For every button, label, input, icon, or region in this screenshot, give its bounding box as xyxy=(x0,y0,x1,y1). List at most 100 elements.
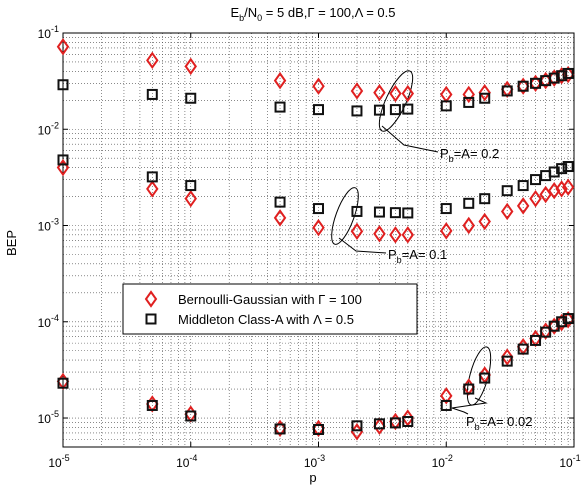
data-point-square xyxy=(440,100,452,112)
data-point-square xyxy=(556,70,568,82)
legend-label: Middleton Class-A with Λ = 0.5 xyxy=(178,312,354,327)
title-rest1: /N xyxy=(244,5,257,20)
annotation-leader-line xyxy=(381,125,439,153)
annotation-rest: =A= 0.2 xyxy=(454,146,500,161)
data-point-diamond xyxy=(273,209,287,227)
y-tick-exp: -5 xyxy=(51,409,59,419)
data-point-square xyxy=(501,85,513,97)
data-point-diamond xyxy=(401,226,415,244)
y-tick-label: 10-2 xyxy=(38,120,59,137)
data-point-square xyxy=(146,171,158,183)
data-point-diamond xyxy=(539,185,552,204)
y-tick-exp: -3 xyxy=(51,217,59,227)
axis-ticks: 10-5 10-4 10-3 10-2 10-110-510-410-310-210-1 xyxy=(38,24,581,470)
x-tick-base: 10 xyxy=(432,456,446,470)
data-point-diamond xyxy=(555,313,568,332)
data-point-square xyxy=(463,383,475,395)
data-point-square xyxy=(440,203,452,215)
data-point-diamond xyxy=(462,85,475,104)
data-point-square xyxy=(501,185,513,197)
legend-marker-square xyxy=(145,313,157,325)
data-point-square xyxy=(274,101,286,113)
data-point-square xyxy=(463,96,475,108)
data-point-square xyxy=(402,416,414,428)
data-point-diamond xyxy=(184,189,197,208)
data-point-square xyxy=(351,205,363,217)
x-tick-base: 10 xyxy=(304,456,318,470)
data-point-square xyxy=(57,377,69,389)
data-point-square xyxy=(402,103,414,115)
data-point-square xyxy=(389,417,401,429)
x-tick-exp: -2 xyxy=(445,453,453,463)
y-tick-label: 10-4 xyxy=(38,313,59,330)
series-square xyxy=(57,67,574,435)
data-point-square xyxy=(517,80,529,92)
x-tick-label: 10-3 xyxy=(304,453,325,470)
y-tick-base: 10 xyxy=(38,412,52,426)
y-tick-base: 10 xyxy=(38,316,52,330)
data-point-diamond xyxy=(500,348,514,366)
data-point-square xyxy=(402,207,414,219)
data-point-square xyxy=(373,206,385,218)
data-point-square xyxy=(389,104,401,116)
data-point-diamond xyxy=(146,51,159,70)
data-point-diamond xyxy=(516,197,530,215)
y-tick-exp: -4 xyxy=(51,313,59,323)
data-point-diamond xyxy=(389,84,402,103)
data-point-diamond xyxy=(462,216,475,235)
data-point-square xyxy=(479,92,491,104)
annotation-rest: =A= 0.1 xyxy=(402,247,448,262)
data-point-square xyxy=(530,174,542,186)
data-point-diamond xyxy=(516,77,530,95)
data-point-square xyxy=(373,418,385,430)
data-point-square xyxy=(351,420,363,432)
annotation-base: P xyxy=(388,247,397,262)
data-point-square xyxy=(185,180,197,192)
annotation-base: P xyxy=(440,146,449,161)
data-point-square xyxy=(562,313,574,325)
annotations: Pb=A= 0.2Pb=A= 0.1Pb=A= 0.02 xyxy=(331,70,532,432)
data-point-diamond xyxy=(146,180,159,198)
data-point-square xyxy=(517,343,529,355)
x-tick-exp: -1 xyxy=(573,453,581,463)
data-point-diamond xyxy=(561,178,575,196)
data-point-diamond xyxy=(350,82,364,100)
x-tick-label: 10-5 xyxy=(48,453,69,470)
legend: Bernoulli-Gaussian with Γ = 100 Middleton… xyxy=(122,283,418,335)
data-point-diamond xyxy=(478,212,491,231)
y-tick-base: 10 xyxy=(38,220,52,234)
data-point-diamond xyxy=(312,77,325,95)
data-point-diamond xyxy=(500,202,514,221)
data-point-square xyxy=(501,355,513,367)
annotation-sub: b xyxy=(449,154,454,164)
data-point-square xyxy=(313,423,324,435)
data-point-square xyxy=(185,410,197,422)
data-point-diamond xyxy=(373,417,386,436)
annotation-base: P xyxy=(466,414,475,429)
annotation-leader-line xyxy=(451,397,488,415)
x-axis-label: p xyxy=(309,470,316,485)
data-point-diamond xyxy=(273,419,287,438)
data-points xyxy=(56,38,575,441)
data-point-diamond xyxy=(373,83,386,102)
x-tick-exp: -4 xyxy=(189,453,197,463)
data-point-square xyxy=(274,423,286,435)
data-point-square xyxy=(556,316,568,328)
data-point-square xyxy=(463,197,475,209)
data-point-square xyxy=(373,104,385,116)
x-tick-base: 10 xyxy=(176,456,190,470)
data-point-square xyxy=(479,193,491,205)
data-point-diamond xyxy=(350,222,364,241)
title-rest2: = 5 dB,Γ = 100,Λ = 0.5 xyxy=(262,5,395,20)
title-sub2: 0 xyxy=(257,13,262,23)
x-tick-exp: -3 xyxy=(317,453,325,463)
data-point-square xyxy=(313,203,324,215)
data-point-square xyxy=(479,372,491,384)
chart-title: Eb/N0 = 5 dB,Γ = 100,Λ = 0.5 xyxy=(230,5,395,23)
data-point-square xyxy=(562,67,574,79)
legend-box xyxy=(122,283,418,335)
data-point-diamond xyxy=(389,226,402,244)
data-point-square xyxy=(517,180,529,192)
